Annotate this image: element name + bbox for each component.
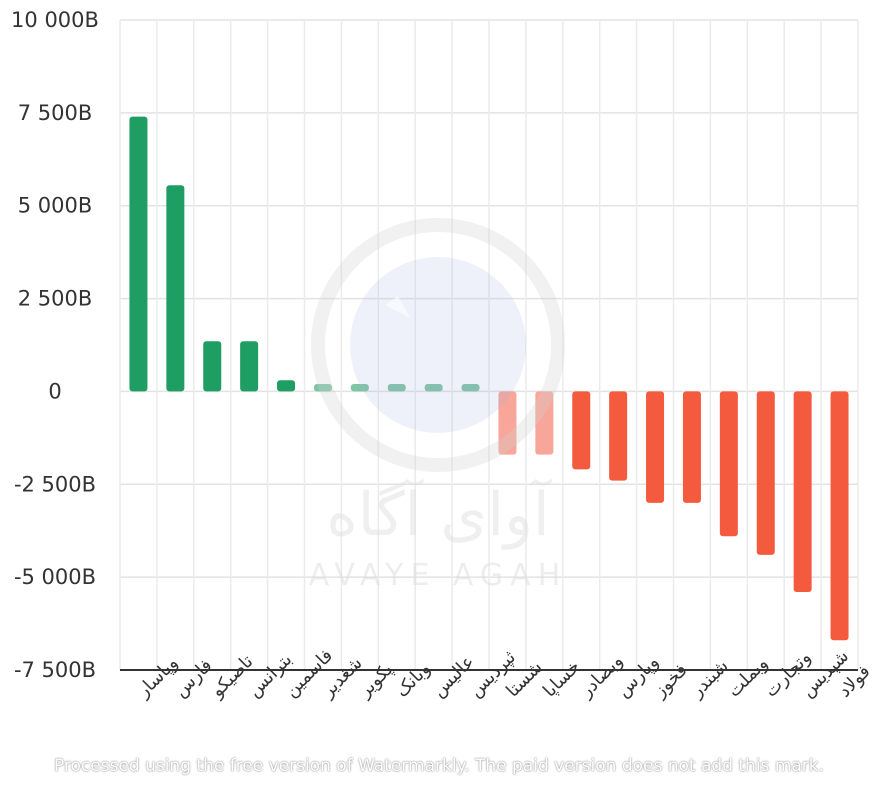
y-tick-label: 5 000B <box>18 194 93 218</box>
bar-7 <box>350 384 369 392</box>
bar-1 <box>129 116 148 392</box>
bar-6 <box>313 384 332 392</box>
bar-10 <box>461 384 480 392</box>
y-tick-label: 2 500B <box>18 287 93 311</box>
bar-17 <box>719 391 738 537</box>
bar-2 <box>166 185 185 392</box>
watermark-ring <box>311 218 565 472</box>
y-tick-label: -2 500B <box>14 472 96 496</box>
y-axis-tick-labels: 10 000B 7 500B 5 000B 2 500B 0 -2 500B -5 000B… <box>11 8 99 682</box>
y-tick-label: 7 500B <box>18 101 93 125</box>
bar-chart: آوای آگاه AVAYE AGAH 10 000B 7 500B 5 000B… <box>11 8 875 702</box>
watermark-logo: آوای آگاه AVAYE AGAH <box>309 218 568 593</box>
bar-12 <box>535 391 554 455</box>
bar-5 <box>277 380 296 392</box>
y-tick-label: 10 000B <box>11 8 99 32</box>
bar-11 <box>498 391 517 455</box>
y-tick-label: -5 000B <box>14 565 96 589</box>
bar-18 <box>756 391 775 555</box>
bar-19 <box>793 391 812 592</box>
bar-20 <box>830 391 849 641</box>
bar-13 <box>572 391 591 470</box>
y-tick-label: 0 <box>48 379 61 403</box>
grid-lines <box>119 19 859 671</box>
x-tick-label: خساپا <box>539 656 584 701</box>
x-tick-label: وبانک <box>391 658 434 701</box>
x-axis-tick-labels: وپاسارفارستاصیکوبترانسفاسمینشغدیرپکویروب… <box>132 645 874 702</box>
bar-15 <box>646 391 665 503</box>
y-tick-label: -7 500B <box>14 658 96 682</box>
watermark-latin-text: AVAYE AGAH <box>309 558 568 593</box>
x-tick-label: تاصیکو <box>206 651 257 702</box>
bar-4 <box>240 341 259 392</box>
bar-9 <box>424 384 443 392</box>
bar-3 <box>203 341 222 392</box>
bar-16 <box>682 391 701 503</box>
x-tick-label: شبندر <box>686 656 733 703</box>
watermark-star-icon <box>385 296 410 318</box>
x-tick-label: عالیس <box>428 651 478 701</box>
watermark-persian-text: آوای آگاه <box>326 478 552 550</box>
watermark-globe <box>350 257 526 433</box>
bar-8 <box>387 384 406 392</box>
bar-14 <box>609 391 628 481</box>
bars <box>129 116 849 641</box>
watermark-footer-note: Processed using the free version of Wate… <box>53 756 825 776</box>
